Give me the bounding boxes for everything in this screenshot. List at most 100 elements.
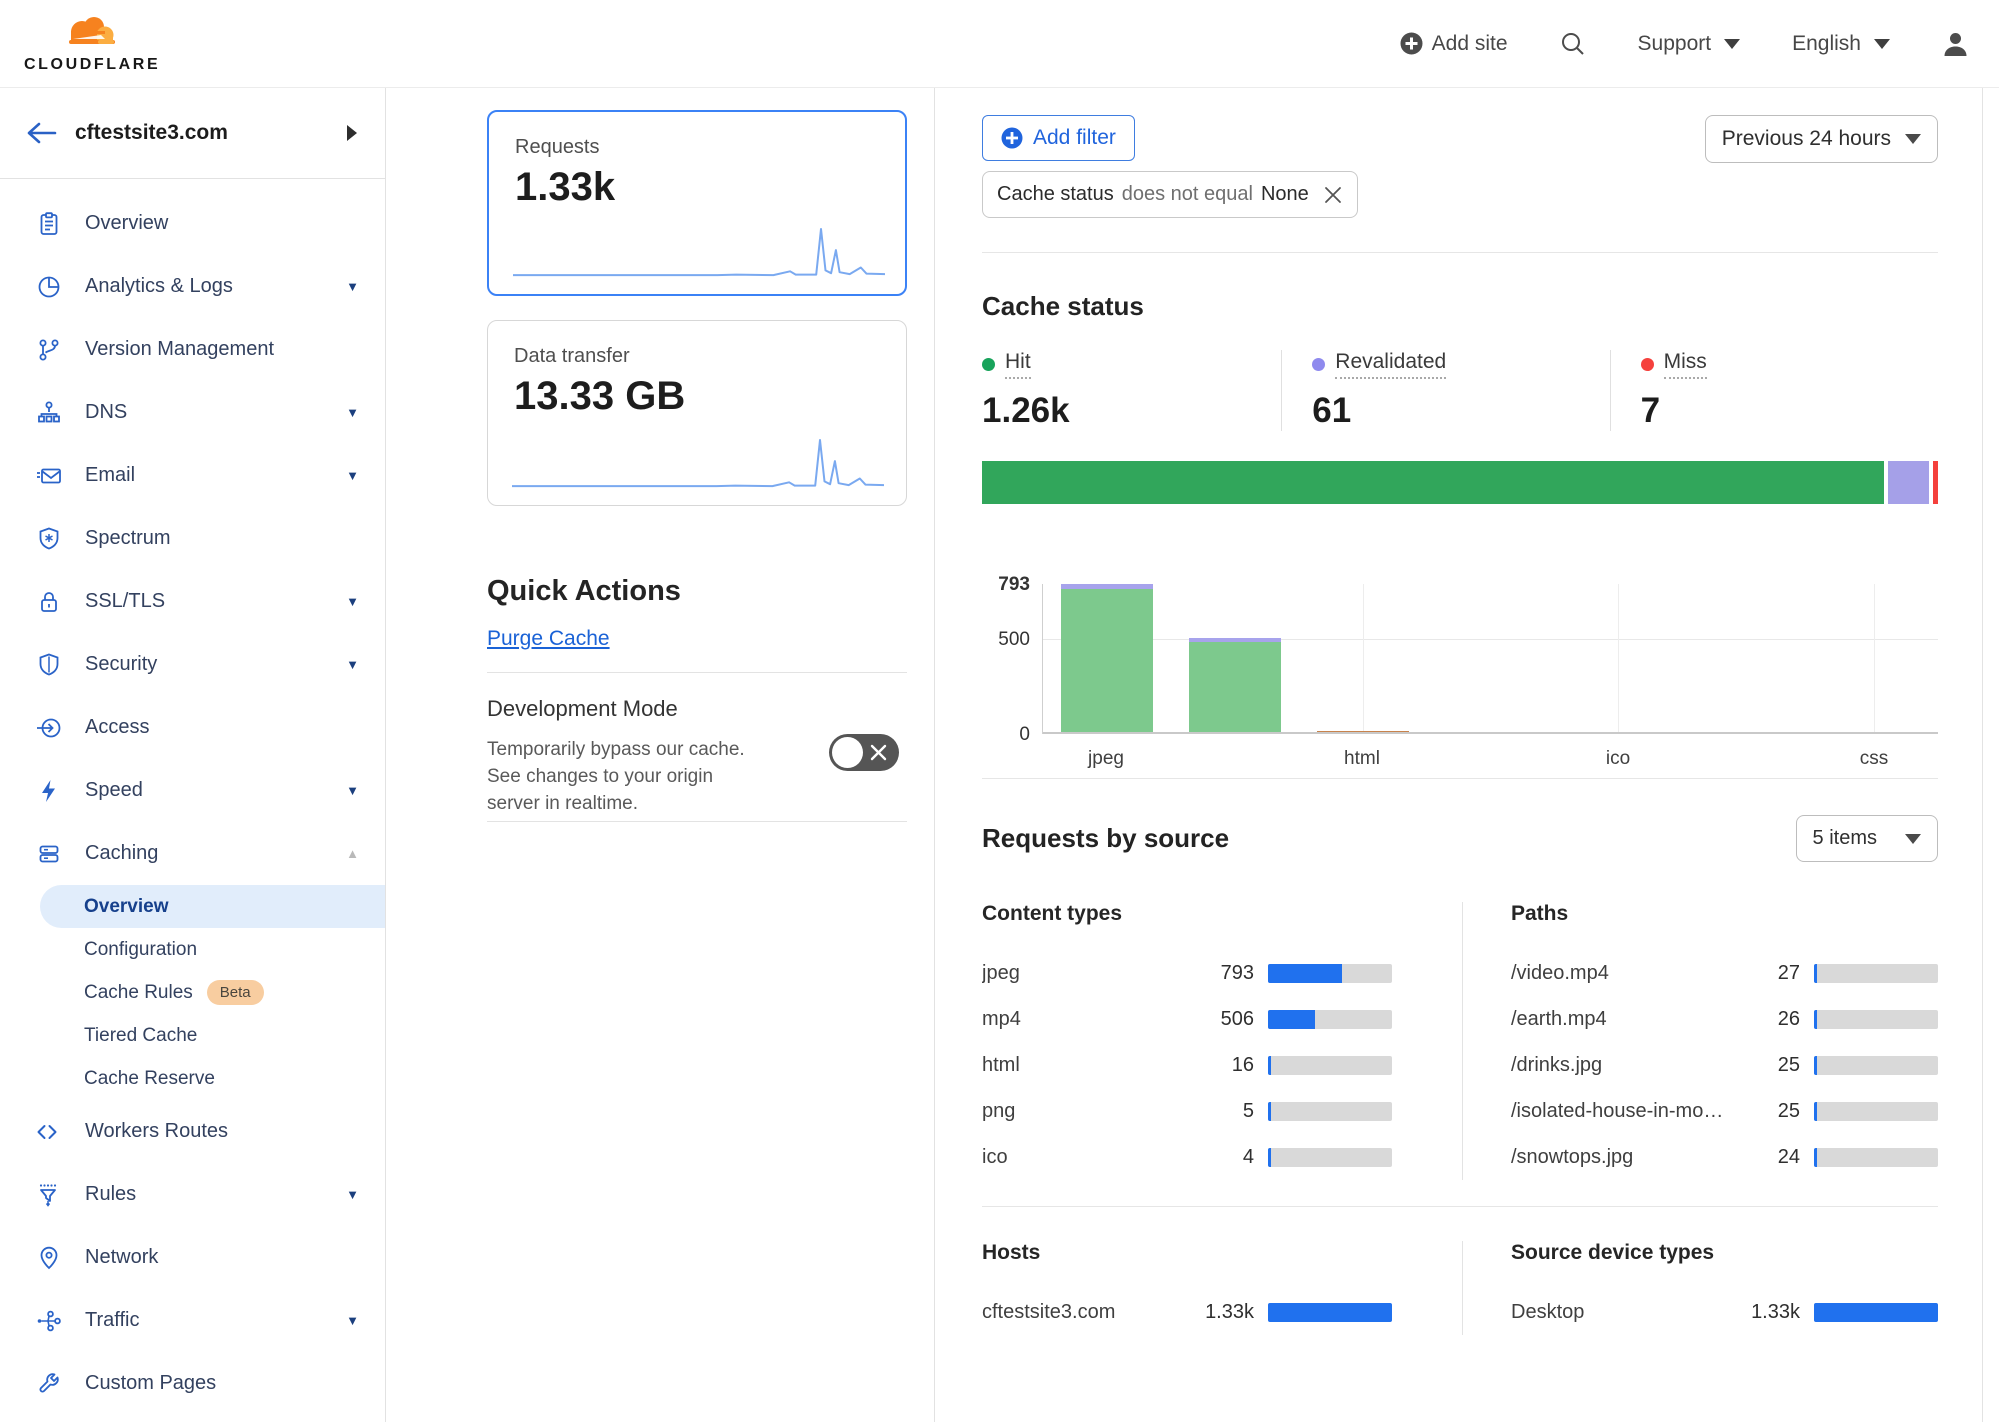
row-bar xyxy=(1814,1101,1938,1121)
cloudflare-logo: CLOUDFLARE xyxy=(24,13,160,74)
version-management-icon xyxy=(36,336,63,363)
sidebar-item-dns[interactable]: DNS ▼ xyxy=(0,381,385,444)
row-bar xyxy=(1268,1147,1392,1167)
sidebar-item-label: Caching xyxy=(85,842,159,864)
chevron-down-icon xyxy=(1905,134,1921,144)
sidebar-item-network[interactable]: Network xyxy=(0,1226,385,1289)
support-menu[interactable]: Support xyxy=(1638,32,1741,56)
table-row[interactable]: jpeg 793 xyxy=(982,950,1392,996)
cache-status-bar-chart: 793 500 0 jpeg html ico css xyxy=(982,574,1938,776)
user-icon xyxy=(1944,33,1967,56)
stat-label[interactable]: Hit xyxy=(1005,350,1031,379)
table-row[interactable]: png 5 xyxy=(982,1088,1392,1134)
table-row[interactable]: /video.mp4 27 xyxy=(1511,950,1938,996)
table-row[interactable]: /drinks.jpg 25 xyxy=(1511,1042,1938,1088)
row-bar xyxy=(1268,1302,1392,1322)
back-arrow-icon[interactable] xyxy=(25,121,57,145)
sidebar-subitem-caching-configuration[interactable]: Configuration xyxy=(0,928,385,971)
sidebar-item-version-management[interactable]: Version Management xyxy=(0,318,385,381)
language-menu[interactable]: English xyxy=(1792,32,1890,56)
add-filter-button[interactable]: Add filter xyxy=(982,115,1135,161)
sidebar-item-email[interactable]: Email ▼ xyxy=(0,444,385,507)
table-row[interactable]: Desktop 1.33k xyxy=(1511,1289,1938,1335)
table-row[interactable]: mp4 506 xyxy=(982,996,1392,1042)
sidebar-item-label: Traffic xyxy=(85,1309,140,1331)
sidebar-item-custom-pages[interactable]: Custom Pages xyxy=(0,1352,385,1415)
sidebar-item-traffic[interactable]: Traffic ▼ xyxy=(0,1289,385,1352)
sidebar-subitem-caching-overview[interactable]: Overview xyxy=(40,885,385,928)
table-row[interactable]: /earth.mp4 26 xyxy=(1511,996,1938,1042)
sidebar-item-workers-routes[interactable]: Workers Routes xyxy=(0,1100,385,1163)
bar-ico xyxy=(1554,584,1682,734)
row-bar xyxy=(1268,963,1392,983)
beta-badge: Beta xyxy=(206,980,264,1005)
revalidated-dot-icon xyxy=(1312,358,1326,371)
row-bar xyxy=(1814,1147,1938,1167)
stat-label[interactable]: Revalidated xyxy=(1335,350,1447,379)
account-menu[interactable] xyxy=(1942,30,1969,57)
y-tick-label: 793 xyxy=(998,574,1030,595)
sidebar-item-label: Speed xyxy=(85,779,143,801)
stat-label[interactable]: Miss xyxy=(1663,350,1707,379)
toggle-knob xyxy=(832,737,863,768)
table-row[interactable]: ico 4 xyxy=(982,1134,1392,1180)
remove-filter-button[interactable] xyxy=(1323,185,1343,205)
sidebar-item-rules[interactable]: Rules ▼ xyxy=(0,1163,385,1226)
sidebar-item-label: Version Management xyxy=(85,338,275,360)
sidebar-item-label: Network xyxy=(85,1246,159,1268)
rules-icon xyxy=(36,1181,63,1208)
table-row[interactable]: cftestsite3.com 1.33k xyxy=(982,1289,1392,1335)
x-tick-label: css xyxy=(1859,748,1889,769)
data-transfer-sparkline xyxy=(512,439,884,488)
development-mode-toggle[interactable] xyxy=(829,734,899,771)
bar-segment-hit xyxy=(1060,588,1153,734)
gridline xyxy=(1362,584,1364,734)
y-tick-label: 500 xyxy=(998,629,1030,651)
add-site-button[interactable]: Add site xyxy=(1400,32,1508,56)
bar-css xyxy=(1810,584,1938,734)
table-row[interactable]: /snowtops.jpg 24 xyxy=(1511,1134,1938,1180)
traffic-icon xyxy=(36,1307,63,1334)
paths-table: /video.mp4 27 /earth.mp4 26 /drinks.jpg … xyxy=(1511,950,1938,1180)
sidebar-item-access[interactable]: Access xyxy=(0,696,385,759)
sidebar-subitem-caching-cache-reserve[interactable]: Cache Reserve xyxy=(0,1057,385,1100)
access-icon xyxy=(36,714,63,741)
table-row[interactable]: html 16 xyxy=(982,1042,1392,1088)
table-row[interactable]: /isolated-house-in-mo… 25 xyxy=(1511,1088,1938,1134)
data-transfer-card-title: Data transfer xyxy=(514,345,630,367)
search-button[interactable] xyxy=(1560,31,1586,57)
sidebar-subitem-label: Cache Reserve xyxy=(84,1067,215,1089)
toggle-off-x-icon xyxy=(870,744,887,761)
sidebar-item-ssl-tls[interactable]: SSL/TLS ▼ xyxy=(0,570,385,633)
time-range-select[interactable]: Previous 24 hours xyxy=(1704,115,1938,163)
sidebar-item-spectrum[interactable]: Spectrum xyxy=(0,507,385,570)
data-transfer-card[interactable]: Data transfer 13.33 GB xyxy=(487,320,907,506)
stat-value: 61 xyxy=(1312,391,1352,430)
sidebar-item-speed[interactable]: Speed ▼ xyxy=(0,759,385,822)
items-count-select[interactable]: 5 items xyxy=(1795,815,1938,862)
stat-value: 7 xyxy=(1640,391,1661,430)
sidebar-item-caching[interactable]: Caching ▲ xyxy=(0,822,385,885)
requests-by-source-title: Requests by source xyxy=(982,823,1230,853)
scrollbar[interactable] xyxy=(1982,88,1983,1422)
filter-field: Cache status xyxy=(997,183,1114,205)
bar-png xyxy=(1427,584,1555,734)
summary-column: Requests 1.33k Data transfer 13.33 GB Qu… xyxy=(386,88,935,1422)
sidebar-item-label: Email xyxy=(85,464,136,486)
sidebar-item-security[interactable]: Security ▼ xyxy=(0,633,385,696)
bar-mp4 xyxy=(1171,584,1299,734)
sidebar-subitem-caching-cache-rules[interactable]: Cache Rules Beta xyxy=(0,971,385,1014)
row-bar xyxy=(1814,963,1938,983)
row-label: jpeg xyxy=(982,961,1020,984)
quick-actions-title: Quick Actions xyxy=(487,575,681,607)
sidebar-item-analytics-logs[interactable]: Analytics & Logs ▼ xyxy=(0,255,385,318)
row-label: /snowtops.jpg xyxy=(1511,1145,1634,1168)
chevron-down-icon: ▼ xyxy=(346,279,359,294)
analytics-logs-icon xyxy=(36,273,63,300)
sidebar-subitem-caching-tiered-cache[interactable]: Tiered Cache xyxy=(0,1014,385,1057)
chevron-right-icon[interactable] xyxy=(347,125,357,141)
purge-cache-link[interactable]: Purge Cache xyxy=(487,627,610,650)
requests-card[interactable]: Requests 1.33k xyxy=(487,110,907,296)
sidebar-item-overview[interactable]: Overview xyxy=(0,192,385,255)
row-bar xyxy=(1814,1302,1938,1322)
